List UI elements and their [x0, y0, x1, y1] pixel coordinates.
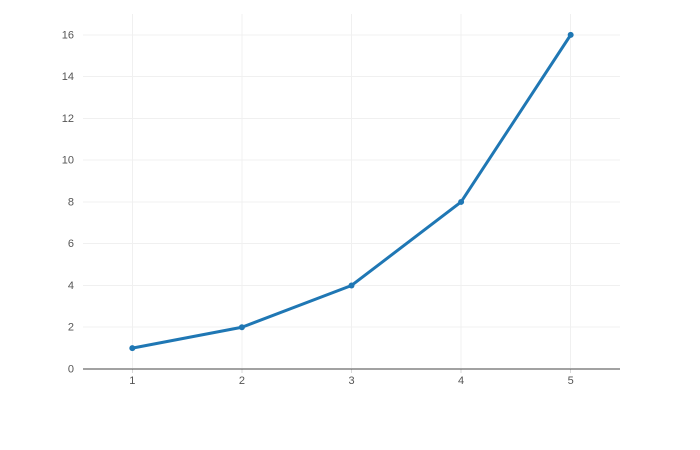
y-tick-labels: 0 2 4 6 8 10 12 14 16 — [62, 29, 74, 375]
data-point-3-4[interactable] — [348, 282, 355, 289]
y-tick-label-2: 2 — [68, 322, 74, 334]
x-tick-label-1: 1 — [129, 375, 135, 387]
x-tick-label-3: 3 — [348, 375, 354, 387]
y-tick-label-16: 16 — [62, 29, 74, 41]
y-tick-label-12: 12 — [62, 113, 74, 125]
y-tick-label-4: 4 — [68, 280, 74, 292]
data-markers-group — [129, 31, 574, 352]
x-gridlines — [131, 14, 572, 368]
data-point-5-16[interactable] — [567, 31, 574, 38]
x-tick-labels: 1 2 3 4 5 — [129, 375, 573, 387]
y-tick-label-10: 10 — [62, 155, 74, 167]
y-tick-label-14: 14 — [62, 71, 74, 83]
data-point-2-2[interactable] — [238, 324, 245, 331]
x-tick-label-2: 2 — [239, 375, 245, 387]
x-tick-label-5: 5 — [568, 375, 574, 387]
data-point-4-8[interactable] — [458, 198, 465, 205]
data-point-1-1[interactable] — [129, 345, 136, 352]
y-tick-label-8: 8 — [68, 196, 74, 208]
y-tick-label-0: 0 — [68, 363, 74, 375]
y-tick-label-6: 6 — [68, 238, 74, 250]
x-tick-label-4: 4 — [458, 375, 464, 387]
